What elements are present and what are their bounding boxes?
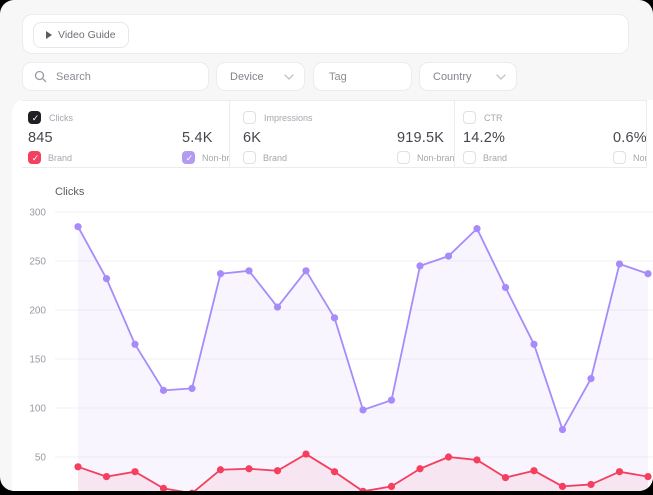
brand-checkbox[interactable] (28, 151, 42, 165)
nonbrand-label: Non-brand (202, 152, 230, 163)
chevron-down-icon (284, 73, 294, 80)
nonbrand-checkbox[interactable] (613, 151, 626, 164)
brand-value: 6K (243, 130, 262, 146)
metric-card-clicks: Clicks 845 5.4K Brand Non-brand (22, 101, 230, 167)
impressions-checkbox[interactable] (243, 111, 256, 124)
metric-name: Impressions (264, 112, 313, 123)
search-box (22, 62, 209, 91)
play-icon (46, 31, 52, 39)
metric-name: CTR (484, 112, 503, 123)
brand-value: 845 (28, 130, 53, 146)
nonbrand-checkbox[interactable] (397, 151, 410, 164)
nonbrand-label: Non-brand (633, 152, 646, 163)
clicks-checkbox[interactable] (28, 111, 42, 125)
nonbrand-value: 0.6% (613, 130, 647, 146)
content-panel: Clicks 845 5.4K Brand Non-brand (12, 100, 653, 491)
tag-box (313, 62, 412, 91)
chart-title: Clicks (55, 186, 85, 198)
video-guide-button[interactable]: Video Guide (33, 22, 129, 48)
device-select-label: Device (230, 70, 264, 83)
metric-card-ctr: CTR 14.2% 0.6% Brand Non-brand (455, 101, 647, 167)
nonbrand-value: 5.4K (182, 130, 213, 146)
nonbrand-label: Non-brand (417, 152, 455, 163)
brand-value: 14.2% (463, 130, 506, 146)
brand-label: Brand (263, 152, 288, 163)
brand-checkbox[interactable] (243, 151, 256, 164)
metrics-row: Clicks 845 5.4K Brand Non-brand (22, 100, 647, 168)
tag-input[interactable] (327, 69, 401, 84)
nonbrand-value: 919.5K (397, 130, 445, 146)
metric-card-impressions: Impressions 6K 919.5K Brand Non-brand (230, 101, 455, 167)
search-input[interactable] (54, 69, 198, 84)
brand-label: Brand (48, 152, 73, 163)
brand-label: Brand (483, 152, 508, 163)
metric-name: Clicks (49, 112, 73, 123)
country-select[interactable]: Country (419, 62, 517, 91)
country-select-label: Country (433, 70, 472, 83)
search-icon (34, 70, 47, 83)
ctr-checkbox[interactable] (463, 111, 476, 124)
chevron-down-icon (496, 73, 506, 80)
brand-checkbox[interactable] (463, 151, 476, 164)
device-select[interactable]: Device (216, 62, 305, 91)
nonbrand-checkbox[interactable] (182, 151, 196, 165)
video-guide-label: Video Guide (58, 29, 116, 41)
video-guide-card: Video Guide (22, 14, 629, 54)
filter-bar: Device Country (0, 62, 653, 92)
